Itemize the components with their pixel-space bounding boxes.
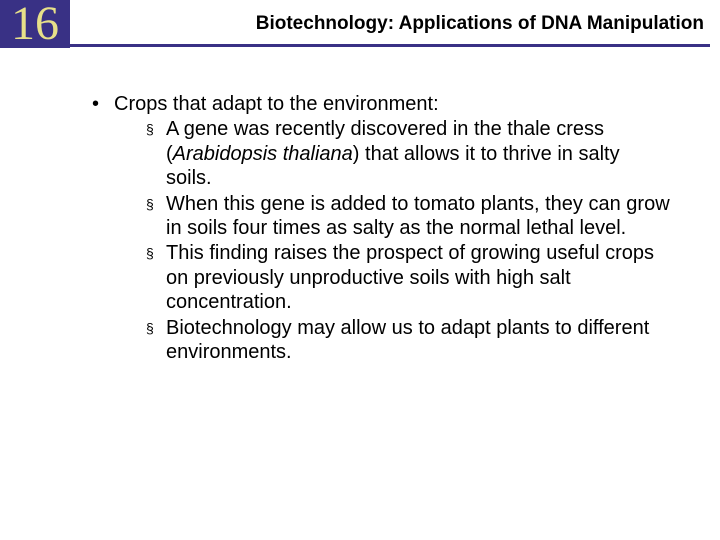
chapter-number: 16 <box>11 0 59 48</box>
bullet-marker: • <box>90 92 114 116</box>
sub-text-pre: This finding raises the prospect of grow… <box>166 242 654 313</box>
sub-bullet-text: A gene was recently discovered in the th… <box>166 117 670 190</box>
sub-bullet-row: § A gene was recently discovered in the … <box>146 117 670 190</box>
sub-bullet-row: § Biotechnology may allow us to adapt pl… <box>146 316 670 365</box>
main-bullet-row: • Crops that adapt to the environment: <box>90 92 670 116</box>
title-bar: Biotechnology: Applications of DNA Manip… <box>70 0 720 48</box>
sub-bullet-row: § When this gene is added to tomato plan… <box>146 192 670 241</box>
slide-content: • Crops that adapt to the environment: §… <box>90 92 670 365</box>
main-bullet-text: Crops that adapt to the environment: <box>114 92 670 116</box>
sub-bullet-text: When this gene is added to tomato plants… <box>166 192 670 241</box>
sub-text-pre: Biotechnology may allow us to adapt plan… <box>166 317 649 363</box>
slide-header: 16 Biotechnology: Applications of DNA Ma… <box>0 0 720 48</box>
sub-bullet-marker: § <box>146 192 166 241</box>
slide-title: Biotechnology: Applications of DNA Manip… <box>256 13 704 35</box>
sub-text-pre: When this gene is added to tomato plants… <box>166 193 670 239</box>
sub-bullet-text: Biotechnology may allow us to adapt plan… <box>166 316 670 365</box>
sub-bullet-marker: § <box>146 241 166 314</box>
title-underline <box>70 44 710 47</box>
chapter-number-box: 16 <box>0 0 70 48</box>
sub-bullet-marker: § <box>146 316 166 365</box>
sub-bullet-list: § A gene was recently discovered in the … <box>146 117 670 364</box>
sub-bullet-row: § This finding raises the prospect of gr… <box>146 241 670 314</box>
sub-bullet-marker: § <box>146 117 166 190</box>
sub-text-italic: Arabidopsis thaliana <box>173 143 353 165</box>
sub-bullet-text: This finding raises the prospect of grow… <box>166 241 670 314</box>
